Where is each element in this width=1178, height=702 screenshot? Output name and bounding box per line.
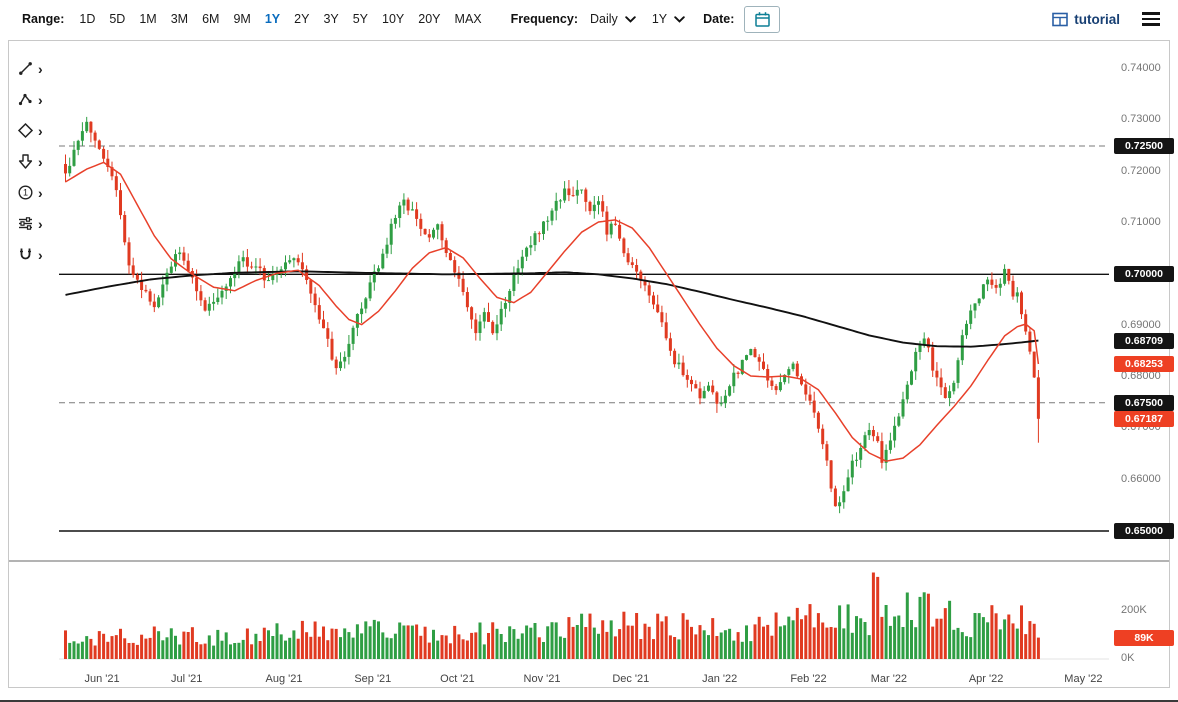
volume-axis-label: 0K xyxy=(1121,652,1135,664)
x-axis-label: Jun '21 xyxy=(85,673,120,685)
range-options: 1D 5D 1M 3M 6M 9M 1Y 2Y 3Y 5Y 10Y 20Y MAX xyxy=(72,12,488,26)
y-axis-label: 0.73000 xyxy=(1121,113,1161,126)
y-axis-label: 0.69000 xyxy=(1121,318,1161,331)
range-option-10Y[interactable]: 10Y xyxy=(382,12,405,26)
sliders-tool[interactable]: › xyxy=(17,212,43,235)
magnet-tool[interactable]: › xyxy=(17,243,43,266)
x-axis-label: May '22 xyxy=(1064,673,1102,685)
diamond-shape-icon xyxy=(17,122,34,139)
chevron-right-icon: › xyxy=(38,91,43,108)
x-axis-label: Jul '21 xyxy=(171,673,202,685)
svg-text:1: 1 xyxy=(23,188,28,198)
price-level-badge: 0.65000 xyxy=(1114,523,1174,539)
x-axis-label: Oct '21 xyxy=(440,673,475,685)
trendline-icon xyxy=(19,62,32,75)
range-option-9M[interactable]: 9M xyxy=(233,12,251,26)
frequency-value: Daily xyxy=(590,12,618,26)
volume-badge: 89K xyxy=(1114,629,1174,646)
period-value: 1Y xyxy=(651,12,668,26)
last-price-badge: 0.67187 xyxy=(1114,410,1174,427)
volume-axis-label: 200K xyxy=(1121,604,1147,616)
x-axis-label: Apr '22 xyxy=(969,673,1004,685)
frequency-label: Frequency: xyxy=(510,12,579,26)
arrow-tool[interactable]: › xyxy=(17,150,43,173)
chevron-right-icon: › xyxy=(38,215,43,232)
chevron-right-icon: › xyxy=(38,153,43,170)
down-arrow-icon xyxy=(18,154,33,169)
range-option-1M[interactable]: 1M xyxy=(139,12,157,26)
axis-layer: 0.74000 0.73000 0.72000 0.71000 0.69000 0.680… xyxy=(9,41,1174,687)
range-option-2Y[interactable]: 2Y xyxy=(294,12,310,26)
chevron-right-icon: › xyxy=(38,60,43,77)
shape-tool[interactable]: › xyxy=(17,119,43,142)
range-option-5Y[interactable]: 5Y xyxy=(352,12,369,26)
y-axis-label: 0.71000 xyxy=(1121,216,1161,228)
calendar-icon xyxy=(755,11,770,27)
x-axis-label: Feb '22 xyxy=(790,673,826,685)
x-axis-label: Sep '21 xyxy=(354,673,391,685)
price-level-badge: 0.72500 xyxy=(1114,138,1174,154)
price-level-badge: 0.70000 xyxy=(1114,266,1174,283)
top-toolbar: Range: 1D 5D 1M 3M 6M 9M 1Y 2Y 3Y 5Y 10Y 20Y MAX Fre… xyxy=(0,0,1178,38)
range-option-1D[interactable]: 1D xyxy=(79,12,96,26)
x-axis-label: Nov '21 xyxy=(524,673,561,685)
chevron-right-icon: › xyxy=(38,122,43,139)
date-label: Date: xyxy=(703,12,735,26)
range-option-20Y[interactable]: 20Y xyxy=(418,12,441,26)
chevron-down-icon xyxy=(674,15,685,23)
range-option-MAX[interactable]: MAX xyxy=(454,12,482,26)
numbered-annotation-tool[interactable]: 1 › xyxy=(17,181,43,204)
chevron-right-icon: › xyxy=(38,246,43,263)
price-level-badge: 0.67500 xyxy=(1114,394,1174,411)
sliders-icon xyxy=(19,217,32,230)
magnet-icon xyxy=(20,248,31,260)
y-axis-label: 0.68000 xyxy=(1121,370,1161,382)
chevron-down-icon xyxy=(625,15,636,23)
circled-one-icon: 1 xyxy=(18,185,33,200)
ma-fast-badge: 0.68253 xyxy=(1114,356,1174,372)
tutorial-label: tutorial xyxy=(1074,11,1120,27)
chevron-right-icon: › xyxy=(38,184,43,201)
range-label: Range: xyxy=(22,12,65,26)
x-axis-label: Dec '21 xyxy=(612,673,649,685)
y-axis-label: 0.66000 xyxy=(1121,472,1161,485)
drawing-tools-strip: › › › › 1 › › › xyxy=(17,57,43,266)
multi-point-line-icon xyxy=(18,93,32,106)
ma-slow-badge: 0.68709 xyxy=(1114,332,1174,349)
range-option-6M[interactable]: 6M xyxy=(202,12,220,26)
date-picker-button[interactable] xyxy=(744,5,781,33)
menu-icon[interactable] xyxy=(1138,8,1164,30)
trendline-tool[interactable]: › xyxy=(17,57,43,80)
chart-frame: Jun '21 Jul '21 Aug '21 Sep '21 Oct '21 Nov '… xyxy=(8,40,1174,688)
range-option-1Y[interactable]: 1Y xyxy=(264,12,281,26)
range-option-3M[interactable]: 3M xyxy=(170,12,189,26)
tutorial-grid-icon xyxy=(1052,12,1069,26)
x-axis-label: Mar '22 xyxy=(871,673,907,685)
multi-point-line-tool[interactable]: › xyxy=(17,88,43,111)
y-axis-label: 0.74000 xyxy=(1121,62,1161,74)
range-option-5D[interactable]: 5D xyxy=(109,12,126,26)
frequency-select[interactable]: Daily xyxy=(586,10,640,28)
period-select[interactable]: 1Y xyxy=(648,10,689,28)
range-option-3Y[interactable]: 3Y xyxy=(323,12,339,26)
x-axis-label: Jan '22 xyxy=(702,673,737,685)
x-axis-label: Aug '21 xyxy=(266,673,303,685)
tutorial-link[interactable]: tutorial xyxy=(1052,12,1120,27)
y-axis-label: 0.72000 xyxy=(1121,164,1161,177)
price-chart-plot[interactable]: Jun '21 Jul '21 Aug '21 Sep '21 Oct '21 Nov '… xyxy=(9,41,1169,687)
